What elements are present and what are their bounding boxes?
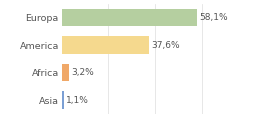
Bar xyxy=(62,36,149,54)
Bar xyxy=(62,64,69,81)
Text: 1,1%: 1,1% xyxy=(66,96,89,105)
Text: 58,1%: 58,1% xyxy=(199,13,228,22)
Text: 37,6%: 37,6% xyxy=(151,41,180,50)
Bar xyxy=(62,91,64,109)
Bar xyxy=(62,9,197,27)
Text: 3,2%: 3,2% xyxy=(71,68,94,77)
